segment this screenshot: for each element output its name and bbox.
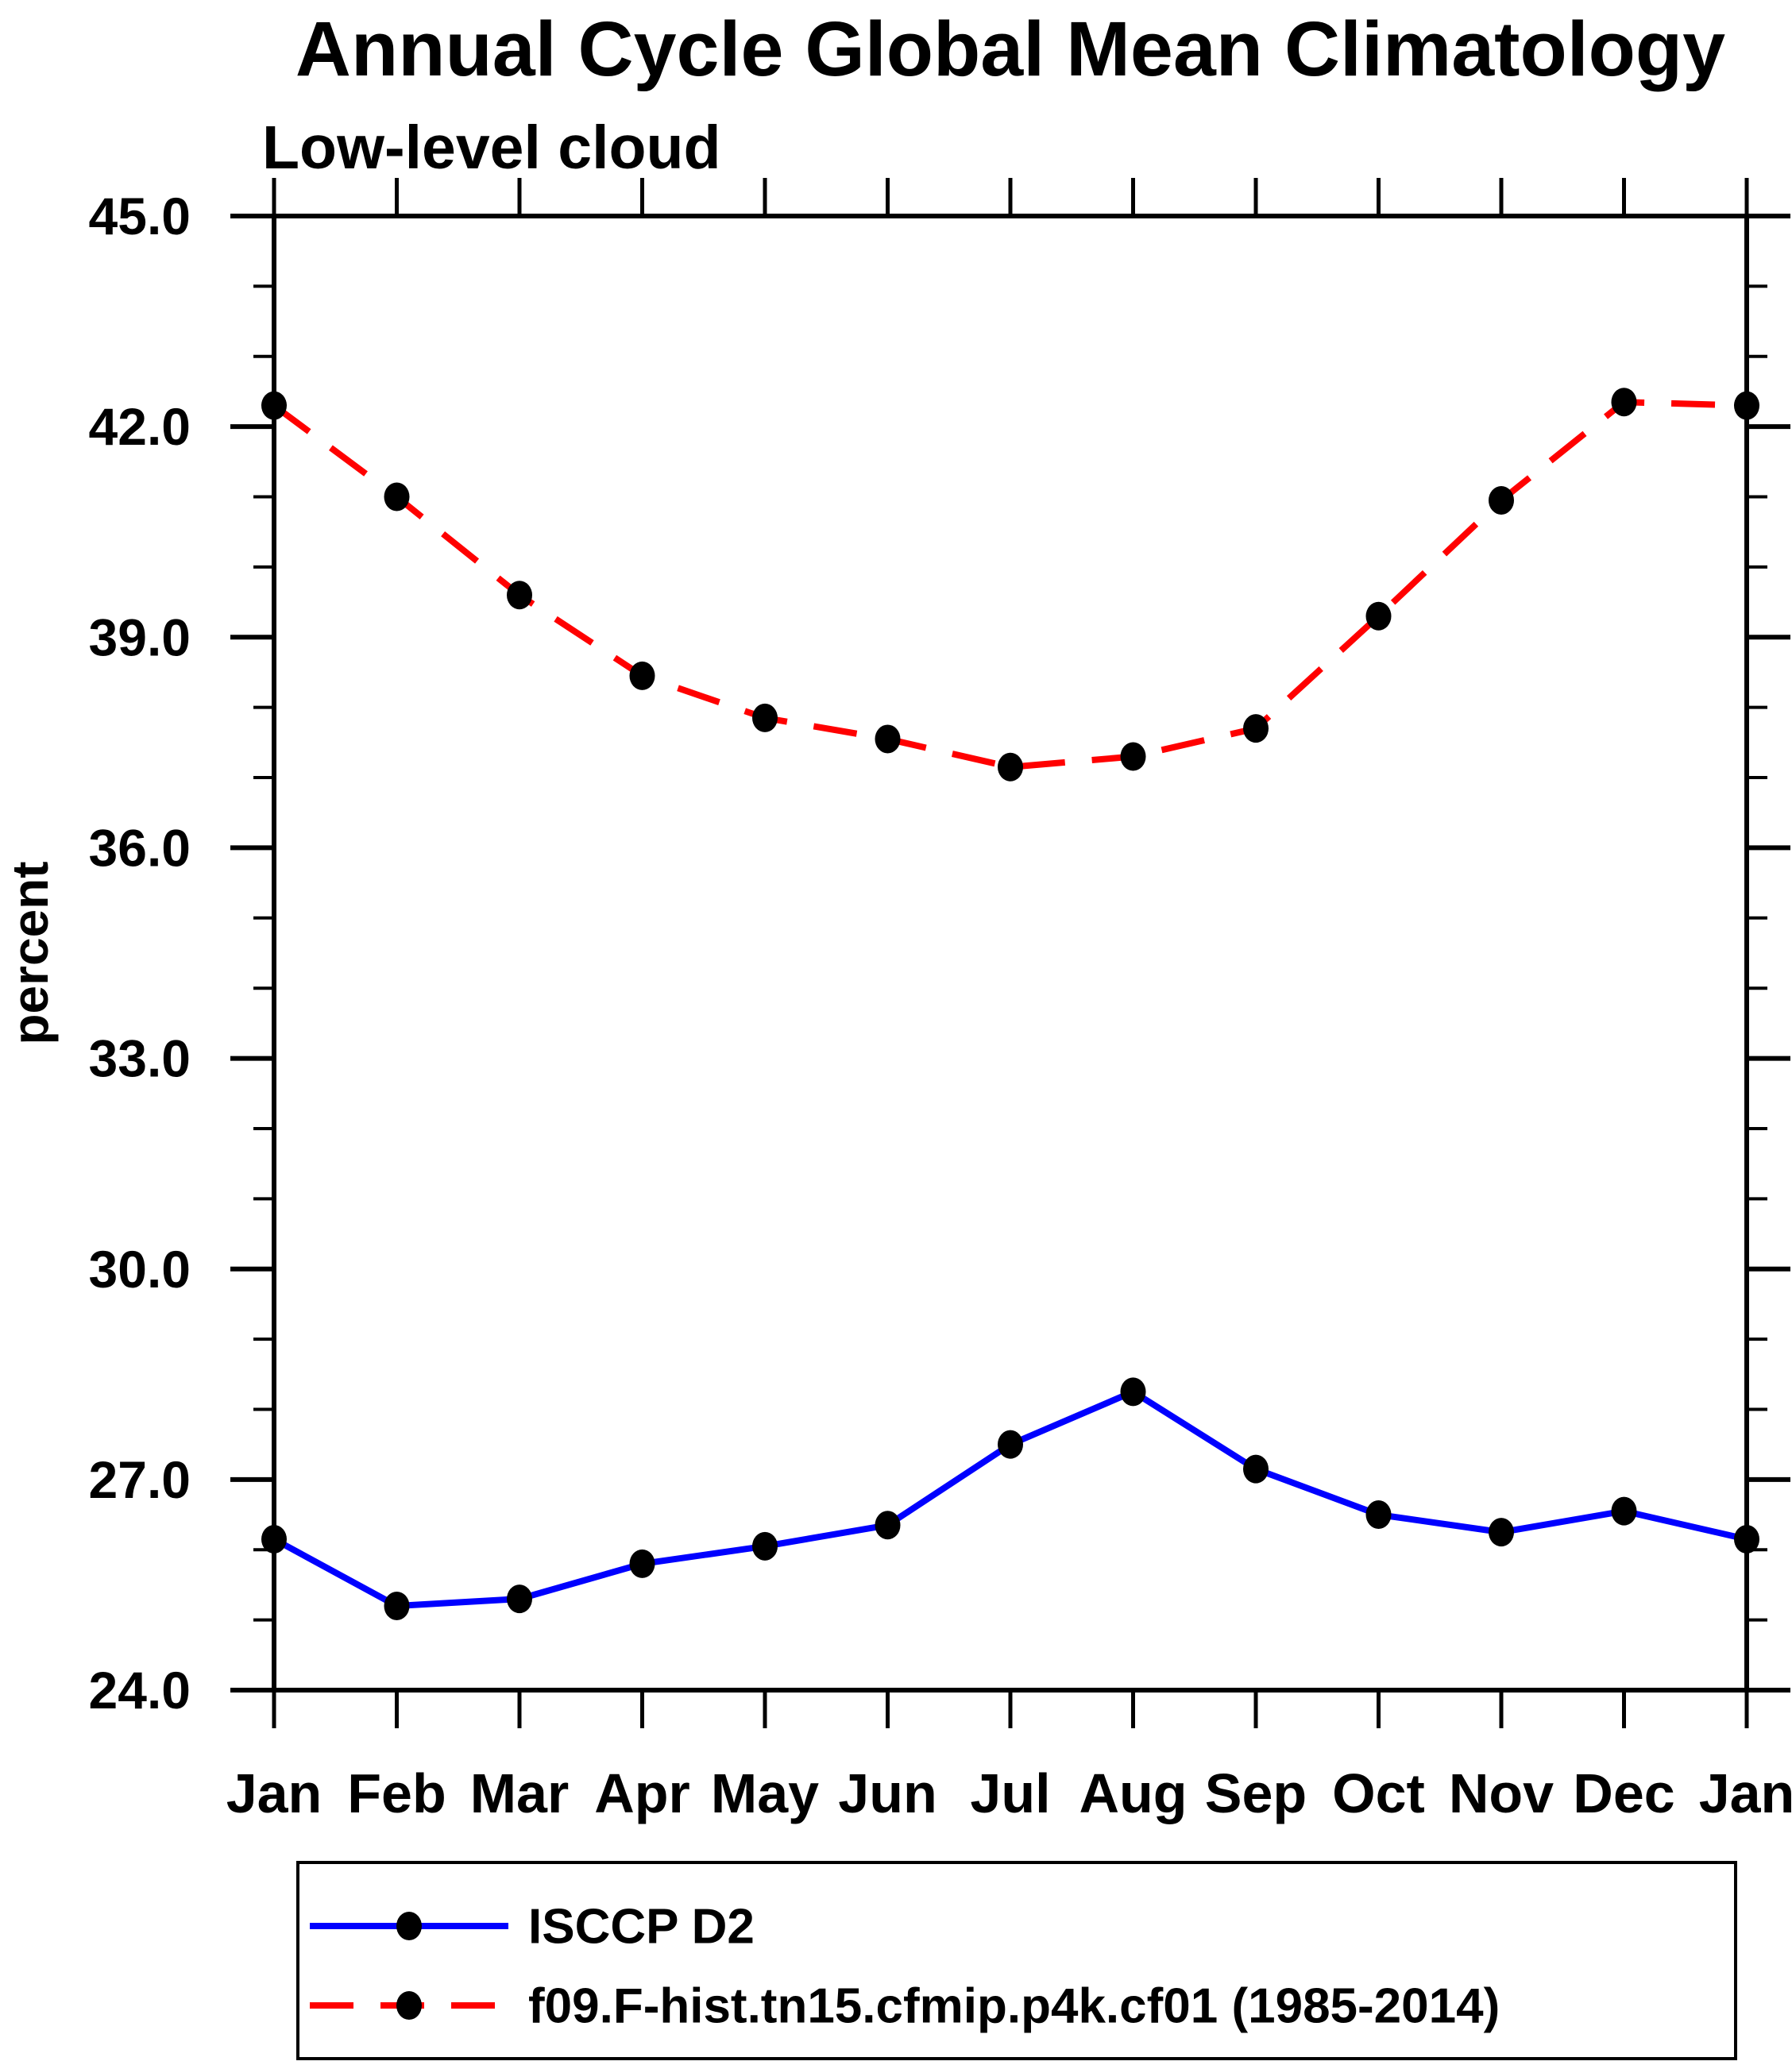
data-point-1-Jan	[261, 391, 287, 420]
x-tick-label: Feb	[347, 1762, 446, 1824]
data-point-0-Sep	[1243, 1454, 1269, 1484]
data-point-0-Apr	[629, 1549, 655, 1578]
y-tick-label: 30.0	[89, 1240, 191, 1299]
x-tick-label: Aug	[1079, 1762, 1187, 1824]
legend-item-isccp: ISCCP D2	[310, 1900, 755, 1955]
series-line-1	[272, 399, 1748, 770]
x-tick-label: Oct	[1332, 1762, 1425, 1824]
legend-marker-circle	[396, 1991, 422, 2020]
tick-labels: 24.0 27.0 30.0 33.0 36.0 39.0 42.0 45.0 Jan Feb Ma…	[89, 187, 1792, 1824]
data-point-1-Apr	[629, 661, 655, 690]
plot-frame	[272, 214, 1749, 1693]
data-point-1-Feb	[384, 482, 410, 511]
legend-item-model: f09.F-hist.tn15.cfmip.p4k.cf01 (1985-201…	[310, 1979, 1500, 2034]
data-point-1-Sep	[1243, 714, 1269, 743]
data-point-1-Jul	[998, 752, 1023, 782]
data-point-0-Feb	[384, 1591, 410, 1620]
legend-label-model: f09.F-hist.tn15.cfmip.p4k.cf01 (1985-201…	[528, 1979, 1500, 2034]
y-tick-label: 27.0	[89, 1450, 191, 1509]
y-axis-title: percent	[2, 861, 59, 1044]
data-point-0-Jan	[1734, 1524, 1759, 1554]
data-point-0-Mar	[507, 1584, 532, 1614]
x-tick-label: May	[711, 1762, 819, 1824]
x-tick-label: Jan	[226, 1762, 322, 1824]
y-tick-label: 39.0	[89, 608, 191, 666]
data-point-0-Nov	[1489, 1518, 1514, 1547]
x-tick-label: Dec	[1573, 1762, 1674, 1824]
x-tick-label: Jan	[1699, 1762, 1792, 1824]
data-point-1-Jan	[1734, 391, 1759, 420]
data-point-1-Aug	[1120, 742, 1146, 771]
x-tick-label: Jul	[970, 1762, 1050, 1824]
data-point-1-Dec	[1611, 388, 1637, 417]
legend: ISCCP D2 f09.F-hist.tn15.cfmip.p4k.cf01 …	[296, 1861, 1737, 2060]
data-point-0-Jul	[998, 1430, 1023, 1459]
data-point-0-May	[752, 1531, 778, 1561]
data-point-1-Mar	[507, 581, 532, 610]
data-point-1-Nov	[1489, 485, 1514, 515]
y-tick-label: 42.0	[89, 397, 191, 456]
legend-marker-circle	[396, 1912, 422, 1940]
axes-and-ticks	[230, 178, 1790, 1728]
data-point-0-Oct	[1365, 1500, 1392, 1530]
data-series	[261, 388, 1759, 1620]
data-point-0-Jun	[875, 1511, 901, 1540]
data-point-0-Jan	[261, 1524, 287, 1554]
y-tick-label: 24.0	[89, 1661, 191, 1720]
x-tick-label: Sep	[1205, 1762, 1307, 1824]
y-tick-label: 36.0	[89, 819, 191, 878]
legend-label-isccp: ISCCP D2	[528, 1900, 755, 1955]
x-tick-label: Jun	[838, 1762, 937, 1824]
data-point-0-Aug	[1120, 1377, 1146, 1407]
x-tick-label: Nov	[1449, 1762, 1554, 1824]
data-point-1-Jun	[875, 724, 901, 754]
y-tick-label: 33.0	[89, 1029, 191, 1088]
legend-box	[296, 1861, 1737, 2060]
data-point-0-Dec	[1611, 1496, 1637, 1526]
y-tick-label: 45.0	[89, 187, 191, 245]
chart-title: Annual Cycle Global Mean Climatology	[295, 6, 1725, 92]
x-tick-label: Mar	[470, 1762, 569, 1824]
x-tick-label: Apr	[594, 1762, 690, 1824]
series-line-0	[272, 1388, 1748, 1610]
chart-subtitle: Low-level cloud	[262, 114, 721, 182]
data-point-1-May	[752, 703, 778, 732]
data-point-1-Oct	[1365, 601, 1392, 631]
